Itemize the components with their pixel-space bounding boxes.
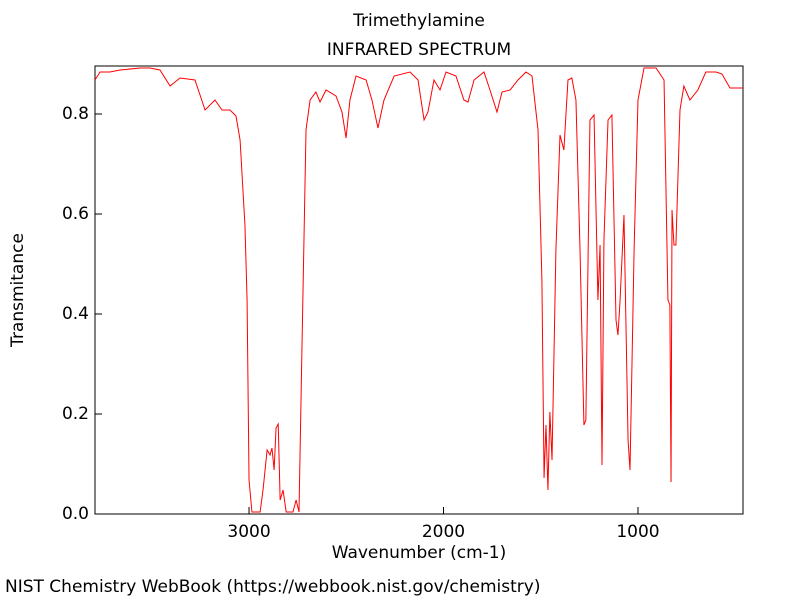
y-tick-label: 0.2 — [62, 404, 89, 424]
y-axis-label: Transmitance — [8, 233, 28, 348]
x-tick-label: 3000 — [227, 522, 270, 542]
x-tick-label: 1000 — [616, 522, 659, 542]
x-axis-label: Wavenumber (cm-1) — [332, 543, 507, 563]
y-tick-label: 0.4 — [62, 304, 89, 324]
y-tick-label: 0.6 — [62, 204, 89, 224]
y-tick-label: 0.8 — [62, 104, 89, 124]
x-tick-label: 2000 — [422, 522, 465, 542]
spectrum-line — [94, 67, 743, 513]
plot-frame — [94, 65, 744, 515]
footer: NIST Chemistry WebBook (https://webbook.… — [5, 577, 540, 597]
y-tick-label: 0.0 — [62, 504, 89, 524]
chart-subtitle: INFRARED SPECTRUM — [327, 40, 511, 60]
chart-title: Trimethylamine — [352, 11, 485, 31]
